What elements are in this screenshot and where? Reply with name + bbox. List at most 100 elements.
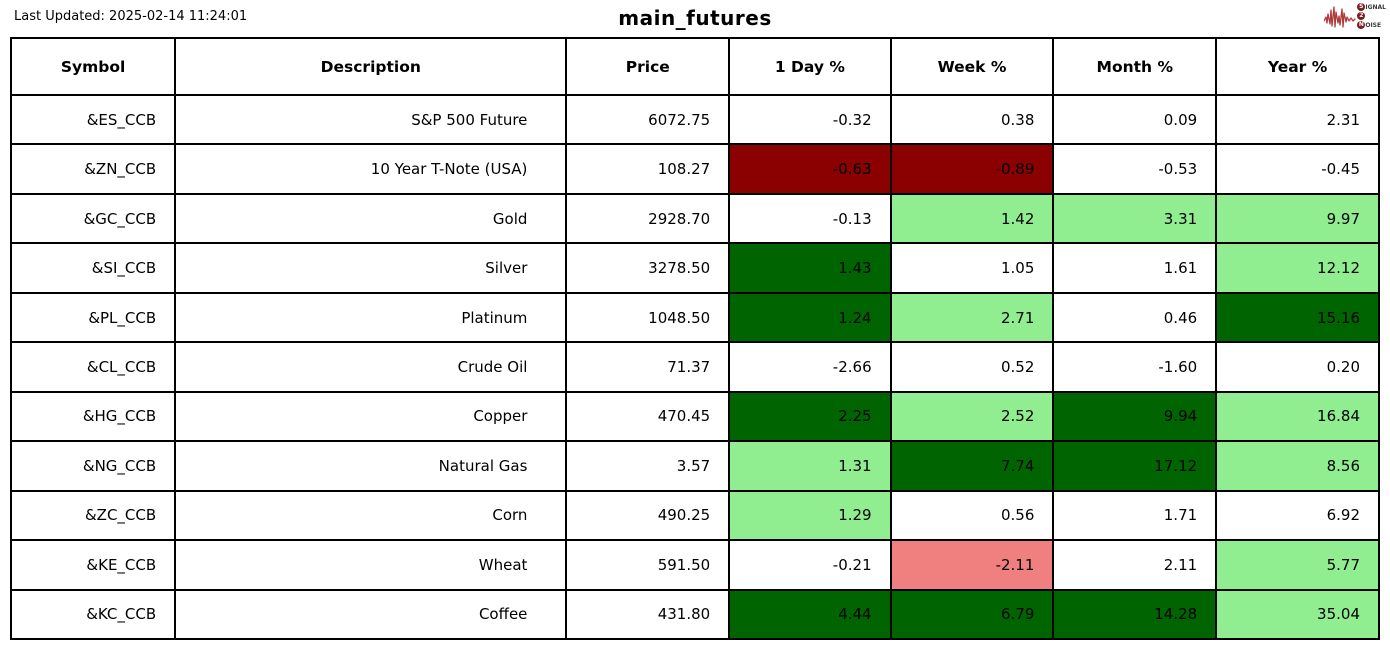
day-pct-cell: -2.66 — [728, 341, 892, 393]
year-pct-cell: 2.31 — [1215, 93, 1380, 146]
month-pct-cell: 1.71 — [1052, 489, 1218, 542]
week-pct-cell: 6.79 — [889, 588, 1055, 641]
year-pct-cell: 15.16 — [1215, 291, 1380, 344]
month-pct-cell: 17.12 — [1052, 440, 1218, 492]
day-pct-cell: -0.21 — [728, 539, 892, 591]
price-cell: 71.37 — [565, 341, 731, 393]
table-header-row: Symbol Description Price 1 Day % Week % Month… — [9, 37, 1380, 96]
table-row: &SI_CCB Silver 3278.50 1.43 1.05 1.61 12… — [9, 242, 1380, 294]
logo-line-2: 2 — [1357, 12, 1386, 20]
symbol-cell: &NG_CCB — [9, 440, 177, 492]
day-pct-cell: 1.29 — [728, 489, 892, 542]
month-pct-cell: 3.31 — [1052, 192, 1218, 245]
logo-badge-n: N — [1357, 21, 1366, 29]
logo-text: S IGNAL 2 N OISE — [1357, 3, 1386, 29]
week-pct-cell: 0.56 — [889, 489, 1055, 542]
day-pct-cell: 1.43 — [728, 242, 892, 294]
price-cell: 1048.50 — [565, 291, 731, 344]
day-pct-cell: 1.24 — [728, 291, 892, 344]
price-cell: 490.25 — [565, 489, 731, 542]
description-cell: Corn — [174, 489, 568, 542]
description-cell: Wheat — [174, 539, 568, 591]
description-cell: S&P 500 Future — [174, 93, 568, 146]
week-pct-cell: -0.89 — [889, 143, 1055, 195]
table-row: &CL_CCB Crude Oil 71.37 -2.66 0.52 -1.60… — [9, 341, 1380, 393]
table-row: &ZN_CCB 10 Year T-Note (USA) 108.27 -0.6… — [9, 143, 1380, 195]
price-cell: 591.50 — [565, 539, 731, 591]
month-pct-cell: -0.53 — [1052, 143, 1218, 195]
column-header-description: Description — [174, 37, 568, 96]
price-cell: 2928.70 — [565, 192, 731, 245]
logo-line-signal: S IGNAL — [1357, 3, 1386, 11]
waveform-icon — [1324, 6, 1356, 28]
logo-badge-s: S — [1357, 3, 1366, 11]
price-cell: 6072.75 — [565, 93, 731, 146]
week-pct-cell: 2.71 — [889, 291, 1055, 344]
logo-badge-2: 2 — [1357, 12, 1366, 20]
day-pct-cell: -0.63 — [728, 143, 892, 195]
price-cell: 3.57 — [565, 440, 731, 492]
symbol-cell: &ZC_CCB — [9, 489, 177, 542]
column-header-price: Price — [565, 37, 731, 96]
table-row: &PL_CCB Platinum 1048.50 1.24 2.71 0.46 … — [9, 291, 1380, 344]
description-cell: Copper — [174, 390, 568, 443]
description-cell: Gold — [174, 192, 568, 245]
year-pct-cell: 6.92 — [1215, 489, 1380, 542]
month-pct-cell: 2.11 — [1052, 539, 1218, 591]
logo-text-oise: OISE — [1365, 21, 1382, 29]
week-pct-cell: -2.11 — [889, 539, 1055, 591]
column-header-1-day: 1 Day % — [728, 37, 892, 96]
week-pct-cell: 7.74 — [889, 440, 1055, 492]
symbol-cell: &ES_CCB — [9, 93, 177, 146]
price-cell: 3278.50 — [565, 242, 731, 294]
week-pct-cell: 1.42 — [889, 192, 1055, 245]
day-pct-cell: -0.32 — [728, 93, 892, 146]
description-cell: Crude Oil — [174, 341, 568, 393]
symbol-cell: &ZN_CCB — [9, 143, 177, 195]
symbol-cell: &SI_CCB — [9, 242, 177, 294]
column-header-symbol: Symbol — [9, 37, 177, 96]
year-pct-cell: 35.04 — [1215, 588, 1380, 641]
symbol-cell: &GC_CCB — [9, 192, 177, 245]
signal2noise-logo: S IGNAL 2 N OISE — [1324, 3, 1386, 29]
month-pct-cell: 0.09 — [1052, 93, 1218, 146]
description-cell: Coffee — [174, 588, 568, 641]
month-pct-cell: 9.94 — [1052, 390, 1218, 443]
futures-table: Symbol Description Price 1 Day % Week % Month… — [9, 37, 1380, 641]
price-cell: 470.45 — [565, 390, 731, 443]
day-pct-cell: 1.31 — [728, 440, 892, 492]
symbol-cell: &HG_CCB — [9, 390, 177, 443]
year-pct-cell: 9.97 — [1215, 192, 1380, 245]
day-pct-cell: 4.44 — [728, 588, 892, 641]
week-pct-cell: 0.38 — [889, 93, 1055, 146]
description-cell: Silver — [174, 242, 568, 294]
month-pct-cell: -1.60 — [1052, 341, 1218, 393]
table-row: &KC_CCB Coffee 431.80 4.44 6.79 14.28 35… — [9, 588, 1380, 641]
last-updated-label: Last Updated: 2025-02-14 11:24:01 — [14, 9, 248, 24]
symbol-cell: &KE_CCB — [9, 539, 177, 591]
table-row: &ZC_CCB Corn 490.25 1.29 0.56 1.71 6.92 — [9, 489, 1380, 542]
year-pct-cell: 12.12 — [1215, 242, 1380, 294]
week-pct-cell: 1.05 — [889, 242, 1055, 294]
year-pct-cell: -0.45 — [1215, 143, 1380, 195]
logo-text-ignal: IGNAL — [1365, 3, 1386, 11]
year-pct-cell: 5.77 — [1215, 539, 1380, 591]
year-pct-cell: 8.56 — [1215, 440, 1380, 492]
price-cell: 431.80 — [565, 588, 731, 641]
symbol-cell: &CL_CCB — [9, 341, 177, 393]
table-row: &NG_CCB Natural Gas 3.57 1.31 7.74 17.12… — [9, 440, 1380, 492]
day-pct-cell: -0.13 — [728, 192, 892, 245]
price-cell: 108.27 — [565, 143, 731, 195]
column-header-week: Week % — [889, 37, 1055, 96]
column-header-month: Month % — [1052, 37, 1218, 96]
column-header-year: Year % — [1215, 37, 1380, 96]
page-title: main_futures — [618, 6, 772, 30]
day-pct-cell: 2.25 — [728, 390, 892, 443]
table-row: &ES_CCB S&P 500 Future 6072.75 -0.32 0.3… — [9, 93, 1380, 146]
logo-line-noise: N OISE — [1357, 21, 1386, 29]
month-pct-cell: 14.28 — [1052, 588, 1218, 641]
description-cell: 10 Year T-Note (USA) — [174, 143, 568, 195]
symbol-cell: &KC_CCB — [9, 588, 177, 641]
top-bar: Last Updated: 2025-02-14 11:24:01 main_f… — [0, 0, 1390, 37]
month-pct-cell: 0.46 — [1052, 291, 1218, 344]
